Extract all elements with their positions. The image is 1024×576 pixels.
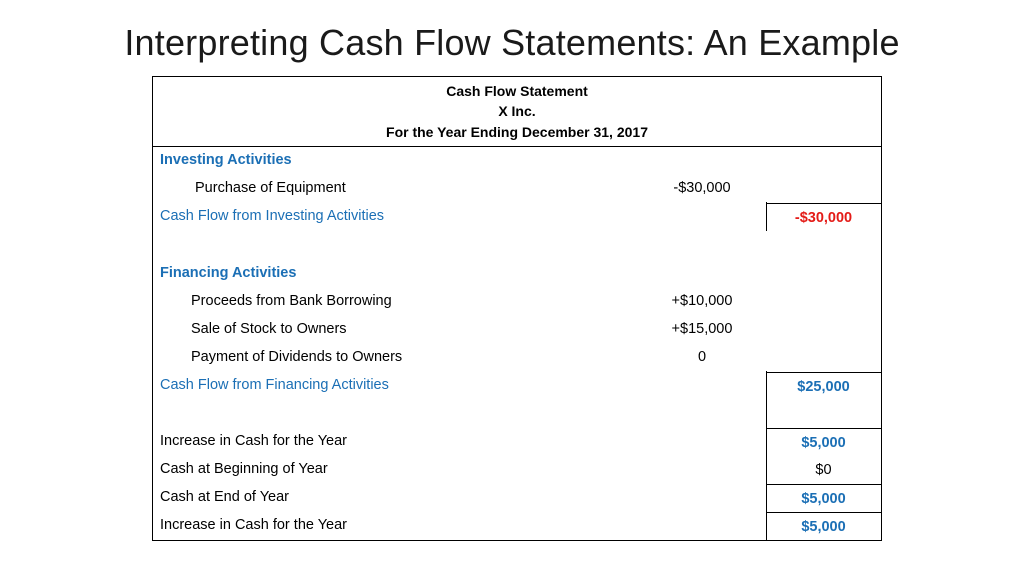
statement-title: Cash Flow Statement [446,83,588,99]
line-item-label: Sale of Stock to Owners [191,321,347,337]
line-item-label: Purchase of Equipment [195,180,346,196]
summary-row: Increase in Cash for the Year $5,000 [153,428,881,456]
line-item-row: Payment of Dividends to Owners 0 [153,344,881,372]
financing-total-label: Cash Flow from Financing Activities [160,377,389,393]
summary-label: Cash at End of Year [160,489,289,505]
statement-header: Cash Flow Statement X Inc. For the Year … [153,77,881,147]
line-item-row: Purchase of Equipment -$30,000 [153,175,881,203]
line-item-amount: 0 [697,349,707,365]
investing-total-label: Cash Flow from Investing Activities [160,208,385,224]
financing-heading: Financing Activities [160,265,297,281]
line-item-amount: -$30,000 [673,180,731,196]
summary-value: $5,000 [766,484,881,512]
summary-label: Cash at Beginning of Year [160,461,328,477]
line-item-row: Proceeds from Bank Borrowing +$10,000 [153,288,881,316]
financing-total-row: Cash Flow from Financing Activities $25,… [153,372,881,400]
summary-row: Cash at Beginning of Year $0 [153,456,881,484]
summary-value: $0 [815,462,832,478]
statement-period: For the Year Ending December 31, 2017 [386,124,648,140]
summary-row: Increase in Cash for the Year $5,000 [153,512,881,540]
financing-heading-row: Financing Activities [153,260,881,288]
line-item-amount: +$10,000 [671,293,733,309]
investing-heading-row: Investing Activities [153,147,881,175]
cash-flow-statement-table: Cash Flow Statement X Inc. For the Year … [152,76,882,541]
line-item-row: Sale of Stock to Owners +$15,000 [153,316,881,344]
financing-total-value: $25,000 [766,372,881,400]
line-item-label: Proceeds from Bank Borrowing [191,293,392,309]
summary-label: Increase in Cash for the Year [160,433,348,449]
summary-value: $5,000 [766,512,881,540]
line-item-amount: +$15,000 [671,321,733,337]
column-divider [766,371,767,428]
investing-total-value: -$30,000 [766,203,881,231]
line-item-label: Payment of Dividends to Owners [191,349,403,365]
investing-heading: Investing Activities [160,152,292,168]
summary-row: Cash at End of Year $5,000 [153,484,881,512]
summary-value: $5,000 [766,428,881,456]
slide-title: Interpreting Cash Flow Statements: An Ex… [124,22,900,63]
column-divider [766,202,767,231]
investing-total-row: Cash Flow from Investing Activities -$30… [153,203,881,231]
summary-label: Increase in Cash for the Year [160,517,348,533]
company-name: X Inc. [498,103,536,119]
